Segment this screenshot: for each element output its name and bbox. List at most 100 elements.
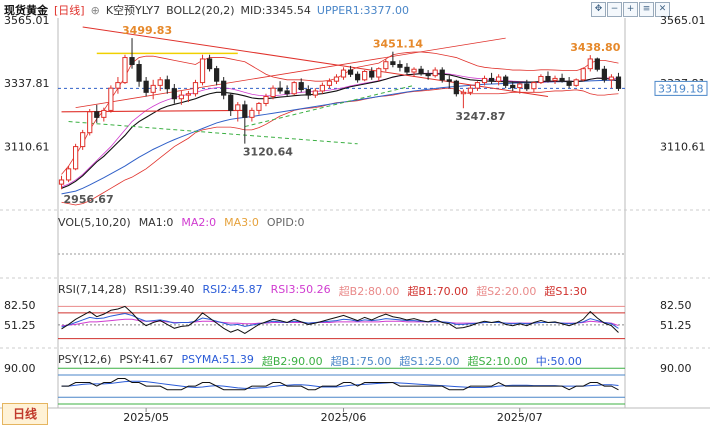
candle-body	[122, 57, 128, 84]
candle-body	[432, 69, 438, 77]
candle-body	[594, 58, 600, 70]
candle-body	[256, 102, 262, 111]
candle-body	[362, 70, 368, 81]
annotation-high: 3451.14	[373, 38, 423, 51]
candle-body	[150, 84, 156, 93]
candle-body	[101, 109, 107, 118]
candle-body	[460, 91, 466, 95]
boll-label[interactable]: BOLL2(20,2)	[166, 3, 235, 17]
rsi-legend-item: 超B1:70.00	[407, 285, 469, 298]
candle-body	[80, 132, 86, 148]
trendline-green-up	[244, 84, 415, 128]
candle-body	[411, 68, 417, 73]
candle-body	[228, 94, 234, 111]
symbol-name: 现货黄金	[4, 4, 48, 17]
price-tick-label-right: 3110.61	[660, 140, 706, 153]
candle-body	[164, 79, 170, 90]
psy-legend: PSY(12,6) PSY:41.67 PSYMA:51.39 超B2:90.00 超B…	[58, 353, 582, 368]
volume-legend-item: MA2:0	[181, 216, 217, 229]
candle-body	[425, 73, 431, 77]
rsi2-line	[61, 312, 619, 329]
rsi-legend-item: 超S2:20.00	[476, 285, 537, 298]
trendline-channel-upper	[75, 37, 506, 109]
candle-body	[291, 82, 297, 95]
candle-body	[206, 58, 213, 70]
date-tick-label: 2025/07	[497, 411, 543, 424]
rsi1-line	[61, 305, 619, 335]
candle-body	[319, 84, 325, 92]
candle-body	[552, 77, 558, 81]
candle-body	[312, 90, 318, 96]
ma-long-line	[61, 79, 619, 195]
candle-body	[439, 69, 445, 81]
candle-body	[192, 82, 199, 95]
candle-body	[58, 179, 65, 185]
candle-body	[510, 84, 516, 89]
menu-icon[interactable]: ≡	[639, 2, 654, 17]
rsi-legend-item: RSI2:45.87	[202, 283, 263, 296]
current-price-label: 3319.18	[658, 82, 704, 95]
move-icon[interactable]: ✥	[591, 2, 606, 17]
candle-body	[115, 82, 121, 89]
candle-body	[418, 68, 424, 75]
settings-icon[interactable]: ⊕	[90, 3, 100, 17]
candle-body	[474, 82, 481, 89]
candle-body	[608, 76, 615, 81]
candle-body	[129, 57, 135, 66]
candle-body	[249, 109, 255, 118]
candle-body	[171, 88, 177, 100]
chart-header: 现货黄金 [日线] ⊕ K空预YLY7 BOLL2(20,2) MID:3345…	[4, 2, 409, 18]
boll-lower-line	[61, 87, 619, 206]
candle-body	[376, 68, 382, 78]
rsi-legend: RSI(7,14,28) RSI1:39.40 RSI2:45.87 RSI3:50.…	[58, 283, 588, 298]
candle-body	[65, 168, 72, 181]
psy-legend-item: 超B1:75.00	[330, 355, 392, 368]
psy-line	[61, 378, 619, 391]
price-tick-label-left: 3337.81	[4, 77, 50, 90]
timeframe-tab[interactable]: 日线	[2, 403, 48, 425]
rsi-legend-item: 超S1:30	[544, 285, 588, 298]
candle-body	[87, 111, 93, 134]
candle-body	[136, 64, 142, 82]
candle-body	[538, 75, 544, 84]
period-label[interactable]: [日线]	[54, 4, 85, 17]
candle-body	[277, 87, 283, 92]
close-icon[interactable]: ✕	[655, 2, 670, 17]
annotation-high: 3438.80	[570, 41, 620, 54]
annotation-low: 3247.87	[455, 110, 505, 123]
annotation-high: 3499.83	[122, 24, 172, 37]
zoom-in-icon[interactable]: +	[623, 2, 638, 17]
price-tick-label-left: 3565.01	[4, 14, 50, 27]
candle-body	[524, 83, 530, 90]
candle-body	[73, 146, 79, 170]
candle-body	[369, 70, 375, 78]
candle-body	[355, 73, 361, 81]
candle-body	[446, 79, 452, 82]
candle-body	[199, 58, 206, 84]
psy-legend-item: 超B2:90.00	[261, 355, 323, 368]
candle-body	[185, 93, 192, 96]
psy-legend-item: PSY:41.67	[119, 353, 174, 366]
trendline-green-down	[68, 121, 358, 145]
volume-legend: VOL(5,10,20) MA1:0 MA2:0 MA3:0 OPID:0	[58, 216, 305, 230]
candle-body	[340, 69, 347, 78]
candle-body	[333, 76, 340, 82]
candle-body	[305, 89, 311, 96]
candle-body	[587, 58, 593, 70]
rsi-legend-item: RSI3:50.26	[270, 283, 331, 296]
volume-legend-item: MA1:0	[138, 216, 174, 229]
indicator-label[interactable]: K空预YLY7	[105, 4, 161, 17]
candle-body	[580, 68, 586, 81]
candle-body	[242, 104, 248, 118]
trendline-down	[82, 26, 549, 97]
current-price-tag	[654, 80, 708, 96]
psy-legend-item: 超S2:10.00	[467, 355, 528, 368]
zoom-out-icon[interactable]: −	[607, 2, 622, 17]
psy-legend-item: PSYMA:51.39	[181, 353, 254, 366]
psy-legend-item: 中:50.00	[535, 355, 582, 368]
date-tick-label: 2025/05	[123, 411, 169, 424]
rsi-tick-left: 51.25	[4, 319, 36, 332]
candle-body	[157, 79, 163, 86]
